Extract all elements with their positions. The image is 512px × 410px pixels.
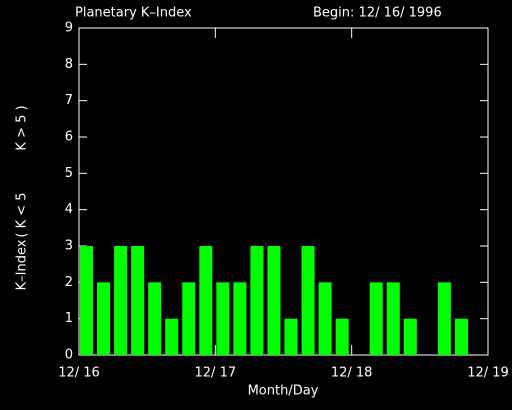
bar: [233, 282, 247, 355]
bar: [216, 282, 230, 355]
bar: [284, 318, 298, 355]
bar: [369, 282, 383, 355]
bar: [131, 246, 145, 355]
y-tick-label: 7: [65, 93, 73, 108]
x-tick-label: 12/ 17: [195, 366, 237, 381]
bar: [97, 282, 111, 355]
bar: [386, 282, 400, 355]
legend-entry: K > 5 ): [15, 105, 30, 150]
y-tick-label: 3: [65, 239, 73, 254]
bar: [318, 282, 332, 355]
bar: [267, 246, 281, 355]
bar: [148, 282, 162, 355]
y-tick-label: 4: [65, 202, 73, 217]
y-tick-label: 8: [65, 57, 73, 72]
bar: [165, 318, 179, 355]
y-tick-label: 5: [65, 166, 73, 181]
plot-frame: [78, 27, 489, 356]
bar: [250, 246, 264, 355]
x-tick-label: 12/ 19: [467, 366, 509, 381]
x-tick-label: 12/ 16: [58, 366, 100, 381]
y-tick-label: 0: [65, 348, 73, 363]
bar: [80, 246, 94, 355]
bar: [335, 318, 349, 355]
bar: [403, 318, 417, 355]
bar: [454, 318, 468, 355]
y-tick-label: 2: [65, 275, 73, 290]
bar: [437, 282, 451, 355]
y-tick-label: 6: [65, 130, 73, 145]
bar: [182, 282, 196, 355]
bar: [199, 246, 213, 355]
chart-title: Planetary K–Index: [75, 6, 192, 21]
y-tick-label: 9: [65, 21, 73, 36]
bar: [301, 246, 315, 355]
y-tick-label: 1: [65, 311, 73, 326]
y-axis-label: K–Index: [15, 239, 30, 290]
legend-entry: ( K < 5: [15, 192, 30, 237]
x-tick-label: 12/ 18: [331, 366, 373, 381]
bar: [114, 246, 128, 355]
chart-subtitle: Begin: 12/ 16/ 1996: [313, 6, 442, 21]
x-axis-label: Month/Day: [248, 384, 319, 399]
